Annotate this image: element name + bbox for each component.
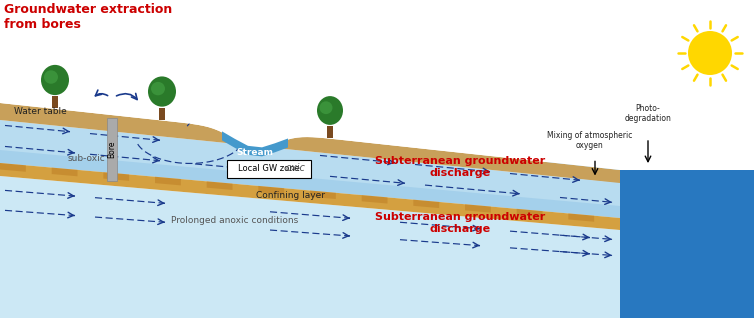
Polygon shape bbox=[52, 168, 78, 176]
Circle shape bbox=[688, 31, 732, 75]
Text: Confining layer: Confining layer bbox=[256, 191, 324, 200]
Text: Local GW zone: Local GW zone bbox=[238, 164, 300, 173]
Ellipse shape bbox=[317, 96, 343, 125]
Polygon shape bbox=[0, 103, 620, 183]
Polygon shape bbox=[259, 186, 284, 195]
Text: sub-oxic: sub-oxic bbox=[68, 154, 106, 163]
Text: Subterranean groundwater
discharge: Subterranean groundwater discharge bbox=[375, 212, 545, 234]
Ellipse shape bbox=[320, 101, 333, 114]
Polygon shape bbox=[0, 176, 620, 318]
Polygon shape bbox=[310, 190, 336, 199]
Polygon shape bbox=[516, 209, 542, 217]
Polygon shape bbox=[545, 0, 620, 183]
Polygon shape bbox=[465, 204, 491, 213]
Polygon shape bbox=[0, 150, 620, 218]
Text: Water table: Water table bbox=[14, 107, 67, 116]
Bar bbox=[52, 96, 58, 108]
FancyBboxPatch shape bbox=[227, 160, 311, 177]
Ellipse shape bbox=[44, 70, 58, 84]
Polygon shape bbox=[0, 120, 620, 218]
Text: Prolonged anoxic conditions: Prolonged anoxic conditions bbox=[171, 216, 299, 225]
Polygon shape bbox=[413, 200, 439, 208]
Polygon shape bbox=[362, 195, 388, 204]
Polygon shape bbox=[207, 181, 232, 190]
Polygon shape bbox=[155, 177, 181, 185]
Bar bbox=[107, 118, 117, 181]
Polygon shape bbox=[0, 163, 26, 172]
Text: Subterranean groundwater
discharge: Subterranean groundwater discharge bbox=[375, 156, 545, 178]
Polygon shape bbox=[620, 0, 754, 318]
Text: Groundwater extraction
from bores: Groundwater extraction from bores bbox=[4, 3, 172, 31]
Text: Stream: Stream bbox=[237, 148, 274, 157]
Polygon shape bbox=[222, 131, 288, 156]
Polygon shape bbox=[0, 0, 620, 170]
Ellipse shape bbox=[151, 82, 165, 95]
Ellipse shape bbox=[41, 65, 69, 95]
Text: Mixing of atmospheric
oxygen: Mixing of atmospheric oxygen bbox=[547, 131, 633, 150]
Text: oxic: oxic bbox=[285, 163, 305, 173]
Bar bbox=[159, 107, 165, 120]
Polygon shape bbox=[103, 172, 129, 181]
Ellipse shape bbox=[148, 76, 176, 107]
Bar bbox=[620, 0, 754, 170]
Polygon shape bbox=[0, 163, 620, 230]
Text: Photo-
degradation: Photo- degradation bbox=[624, 104, 672, 123]
Text: Bore: Bore bbox=[108, 141, 117, 158]
Polygon shape bbox=[569, 213, 594, 222]
Bar bbox=[327, 126, 333, 138]
